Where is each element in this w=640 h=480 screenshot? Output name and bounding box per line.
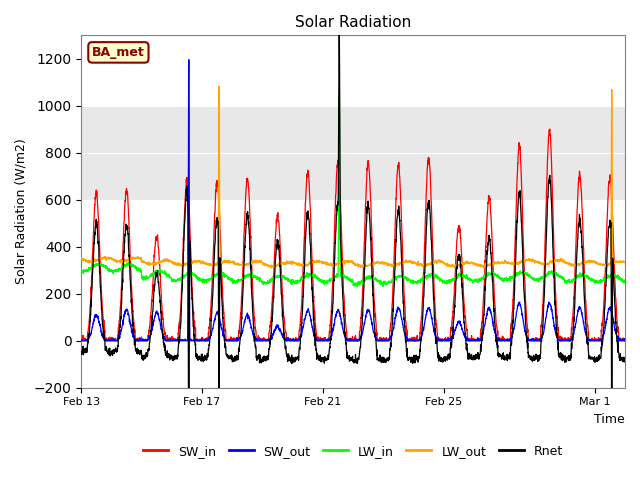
Line: LW_in: LW_in [81,95,640,341]
Rnet [511,267,519,273]
LW_in [371,276,378,282]
LW_out [600,262,607,268]
SW_out [441,336,449,342]
SW_in [374,337,382,343]
LW_out [371,259,378,265]
Rnet [600,326,607,332]
SW_out [374,338,382,344]
LW_in [374,279,382,285]
Y-axis label: Solar Radiation (W/m2): Solar Radiation (W/m2) [15,139,28,284]
LW_out [215,83,223,89]
SW_in [130,320,138,326]
SW_in [600,306,607,312]
Text: BA_met: BA_met [92,46,145,59]
Line: Rnet: Rnet [81,31,640,480]
SW_out [185,57,193,62]
Rnet [441,358,449,363]
Rnet [130,327,138,333]
SW_out [371,331,378,337]
Rnet [371,324,378,330]
LW_out [511,261,519,266]
Title: Solar Radiation: Solar Radiation [295,15,412,30]
SW_in [77,337,85,343]
LW_in [130,263,138,268]
LW_in [77,269,85,275]
Line: LW_out: LW_out [81,86,640,341]
LW_in [511,273,519,279]
Rnet [77,349,85,355]
LW_in [335,92,343,97]
Line: SW_in: SW_in [81,129,640,341]
Rnet [335,28,343,34]
LW_out [130,256,138,262]
SW_in [511,243,519,249]
SW_out [78,338,86,344]
LW_out [440,260,448,265]
LW_in [600,276,607,282]
SW_in [77,338,85,344]
SW_out [600,332,607,338]
SW_in [546,126,554,132]
Line: SW_out: SW_out [81,60,640,341]
SW_in [440,338,448,344]
SW_out [130,333,138,338]
SW_in [371,300,378,305]
SW_out [511,319,519,324]
SW_out [77,337,85,343]
Legend: SW_in, SW_out, LW_in, LW_out, Rnet: SW_in, SW_out, LW_in, LW_out, Rnet [138,440,568,463]
Rnet [374,356,382,362]
LW_in [440,278,448,284]
X-axis label: Time: Time [595,413,625,426]
LW_out [374,259,382,265]
Bar [81,106,625,200]
LW_out [77,257,85,263]
